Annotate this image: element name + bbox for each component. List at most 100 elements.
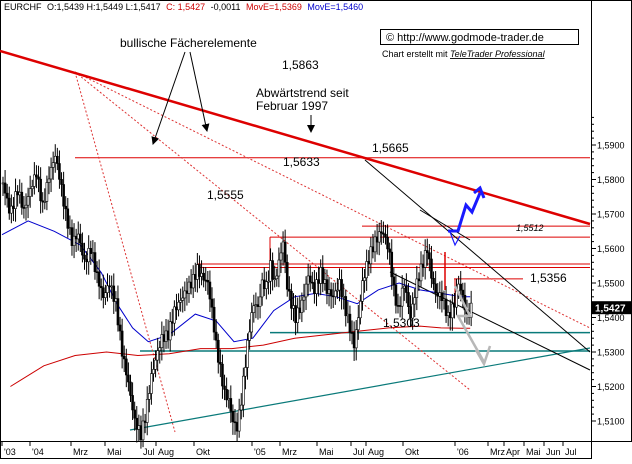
candle-body (359, 301, 362, 319)
candle-body (10, 205, 13, 214)
x-tick-label: Jul (143, 447, 155, 457)
candle-body (41, 200, 45, 203)
candle-body (319, 267, 322, 284)
candle-body (413, 297, 417, 305)
candle-body (315, 279, 318, 294)
candle-body (313, 282, 316, 294)
candle-body (265, 281, 268, 290)
candle-body (421, 263, 425, 268)
candle-body (79, 233, 82, 244)
candle-body (411, 303, 414, 319)
candle-body (379, 231, 383, 234)
candle-body (415, 278, 419, 298)
candle-body (204, 279, 208, 282)
copyright-credit-link[interactable]: TeleTrader Professional (450, 49, 546, 59)
candle-body (95, 271, 99, 274)
candle-body (191, 274, 195, 289)
candle-body (33, 174, 36, 187)
candle-body (62, 184, 65, 207)
y-tick-label: 1,5600 (597, 244, 625, 254)
candle-body (237, 409, 241, 432)
candle-body (43, 201, 47, 203)
candle-body (430, 258, 433, 279)
candle-body (212, 306, 216, 333)
candle-body (210, 298, 214, 308)
candle-body (425, 250, 429, 254)
candle-body (367, 261, 371, 265)
candle-body (262, 279, 266, 290)
candle-body (87, 248, 90, 263)
candle-body (283, 241, 287, 263)
candle-body (290, 290, 293, 309)
candle-body (93, 252, 97, 273)
candle-body (348, 313, 352, 333)
candle-body (365, 261, 368, 279)
x-tick-label: Okt (405, 447, 420, 457)
copyright-site: © http://www.godmode-trader.de (386, 32, 544, 44)
candle-body (156, 350, 159, 361)
candle-body (150, 373, 153, 394)
candle-body (173, 306, 176, 324)
candle-body (361, 280, 364, 302)
copyright-credit: Chart erstellt mit TeleTrader Profession… (382, 49, 546, 59)
candle-body (382, 232, 385, 235)
y-tick-label: 1,5500 (597, 279, 625, 289)
candle-body (300, 299, 304, 313)
y-tick-label: 1,5700 (597, 210, 625, 220)
y-tick-label: 1,5900 (597, 141, 625, 151)
level-label-1-5633: 1,5633 (283, 155, 320, 169)
candle-body (66, 208, 70, 229)
x-tick-label: Jul (565, 447, 577, 457)
candle-body (308, 275, 312, 283)
candle-body (64, 205, 67, 210)
candle-body (91, 252, 95, 254)
candle-body (451, 303, 454, 319)
candle-body (145, 399, 149, 423)
candle-body (225, 389, 228, 401)
candle-body (68, 227, 72, 229)
candle-body (183, 290, 187, 299)
header-symbol: EURCHF (4, 2, 42, 12)
candle-body (141, 420, 145, 441)
candle-body (344, 296, 348, 317)
candle-body (352, 332, 356, 349)
candle-body (39, 178, 42, 202)
candle-body (112, 285, 116, 302)
candle-body (298, 307, 302, 313)
candle-body (342, 296, 345, 298)
last-price-label: 1,5427 (595, 304, 626, 315)
level-label-1-5555: 1,5555 (207, 188, 244, 202)
candle-body (45, 182, 49, 202)
candle-body (51, 162, 55, 168)
candle-body (354, 329, 358, 349)
candle-body (317, 279, 320, 284)
candle-body (30, 186, 34, 190)
x-tick-label: '03 (4, 447, 16, 457)
candle-body (346, 313, 350, 317)
candle-body (250, 312, 254, 333)
x-axis: '03'04 Mrz Mai Jul Aug Okt '05 Mrz Mai Jul Aug Okt '… (1, 442, 577, 457)
candle-body (288, 289, 291, 292)
candle-body (311, 281, 314, 284)
channel-line-mid (419, 209, 471, 241)
candle-body (356, 317, 360, 331)
candle-body (76, 233, 80, 240)
y-tick-label: 1,5400 (597, 313, 625, 323)
candle-body (120, 330, 124, 357)
forecast-down-path (453, 285, 486, 363)
plot-area (0, 0, 592, 442)
uptrend-support-line (129, 347, 591, 431)
candle-body (99, 285, 103, 289)
trend-lines (0, 49, 591, 431)
candle-body (246, 340, 249, 368)
candle-body (438, 292, 442, 297)
candle-body (377, 231, 381, 243)
candle-body (373, 236, 377, 253)
x-tick-label: Jun (546, 447, 561, 457)
candle-body (24, 204, 28, 209)
channel-line-upper (364, 159, 591, 353)
header-ma-blue: MovE=1,5460 (307, 2, 363, 12)
candle-body (444, 298, 448, 316)
candle-body (53, 155, 57, 163)
